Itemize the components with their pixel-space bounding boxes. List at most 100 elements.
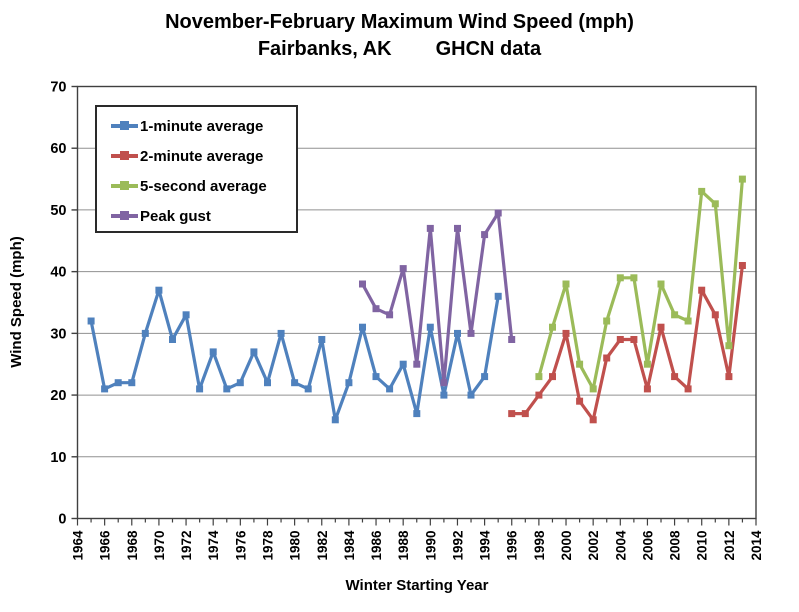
series-marker	[372, 305, 380, 313]
series-marker	[521, 410, 529, 418]
series-marker	[331, 416, 339, 424]
series-marker	[643, 360, 651, 368]
chart-title: November-February Maximum Wind Speed (mp…	[165, 11, 634, 33]
series-marker	[576, 397, 584, 405]
series-marker	[359, 323, 366, 331]
series-marker	[413, 410, 421, 418]
legend-label: 2-minute average	[140, 147, 264, 165]
legend-marker	[120, 121, 129, 130]
series-marker	[467, 329, 475, 337]
legend-marker	[120, 181, 129, 190]
series-marker	[155, 286, 163, 294]
x-tick-label: 2006	[640, 530, 655, 561]
legend-label: 1-minute average	[140, 117, 264, 135]
series-marker	[698, 286, 706, 294]
series-marker	[426, 323, 434, 331]
series-marker	[562, 329, 570, 337]
legend-item: 2-minute average	[111, 141, 296, 171]
series-marker	[738, 262, 746, 269]
series-marker	[711, 311, 719, 319]
series-marker	[413, 360, 421, 368]
series-marker	[386, 311, 394, 319]
legend-item: 5-second average	[111, 171, 296, 201]
series-marker	[440, 379, 448, 387]
series-marker	[182, 311, 190, 319]
x-tick-label: 1966	[98, 530, 113, 561]
x-tick-label: 2012	[722, 531, 737, 561]
series-marker	[657, 323, 665, 331]
series-marker	[671, 311, 679, 319]
series-line-2-minute-average	[510, 263, 744, 422]
legend-swatch-icon	[111, 121, 138, 131]
x-tick-label: 2000	[559, 531, 574, 561]
series-marker	[508, 336, 516, 343]
series-marker	[399, 360, 407, 368]
x-tick-label: 1980	[288, 531, 303, 561]
series-marker	[481, 231, 489, 239]
series-marker	[169, 336, 176, 343]
y-tick-label: 50	[50, 203, 66, 219]
series-marker	[684, 385, 692, 393]
legend-item: 1-minute average	[111, 111, 296, 141]
y-tick-label: 60	[50, 141, 66, 157]
legend: 1-minute average 2-minute average 5-second…	[95, 105, 298, 233]
series-marker	[236, 379, 244, 387]
series-marker	[535, 373, 543, 381]
y-tick-label: 70	[50, 80, 66, 96]
series-marker	[549, 373, 556, 381]
series-marker	[467, 391, 475, 399]
legend-label: 5-second average	[140, 177, 267, 195]
series-marker	[209, 348, 217, 356]
legend-marker	[120, 211, 129, 220]
x-tick-label: 2008	[668, 530, 683, 561]
series-marker	[616, 274, 624, 282]
x-tick-label: 1964	[71, 530, 86, 561]
legend-swatch-icon	[111, 181, 138, 191]
x-tick-label: 1988	[396, 530, 411, 561]
series-marker	[630, 274, 638, 282]
series-marker	[698, 187, 706, 195]
chart-subtitle: Fairbanks, AK GHCN data	[0, 36, 799, 62]
legend-swatch-icon	[111, 211, 138, 221]
series-marker	[725, 373, 733, 381]
x-tick-label: 2010	[695, 531, 710, 561]
series-marker	[223, 385, 231, 393]
subtitle-location: Fairbanks, AK	[257, 38, 392, 60]
x-tick-label: 1984	[342, 530, 357, 561]
series-marker	[725, 342, 733, 350]
legend-label: Peak gust	[140, 207, 211, 225]
x-tick-label: 1990	[423, 531, 438, 561]
y-axis-title: Wind Speed (mph)	[8, 236, 25, 368]
series-marker	[372, 373, 380, 381]
y-tick-label: 20	[50, 388, 66, 404]
series-marker	[101, 385, 109, 393]
y-tick-label: 0	[58, 512, 66, 528]
series-marker	[589, 385, 597, 393]
series-marker	[684, 317, 692, 325]
series-marker	[711, 200, 719, 208]
series-marker	[643, 385, 651, 393]
x-tick-label: 1968	[125, 530, 140, 561]
series-marker	[345, 379, 353, 387]
series-marker	[264, 379, 271, 387]
series-marker	[494, 292, 502, 300]
legend-item: Peak gust	[111, 201, 296, 231]
series-marker	[603, 317, 611, 325]
series-line-5-second-average	[537, 177, 744, 391]
series-marker	[196, 385, 204, 393]
x-tick-label: 1972	[179, 531, 194, 561]
series-marker	[87, 317, 95, 325]
x-tick-label: 1970	[152, 531, 167, 561]
series-marker	[603, 354, 611, 362]
series-marker	[535, 391, 543, 399]
series-marker	[454, 224, 461, 232]
y-tick-label: 10	[50, 450, 66, 466]
x-axis-title: Winter Starting Year	[345, 577, 489, 594]
series-marker	[481, 373, 489, 381]
series-marker	[549, 323, 556, 331]
series-marker	[616, 336, 624, 343]
x-tick-label: 2002	[586, 531, 601, 561]
x-tick-label: 2004	[613, 530, 628, 561]
